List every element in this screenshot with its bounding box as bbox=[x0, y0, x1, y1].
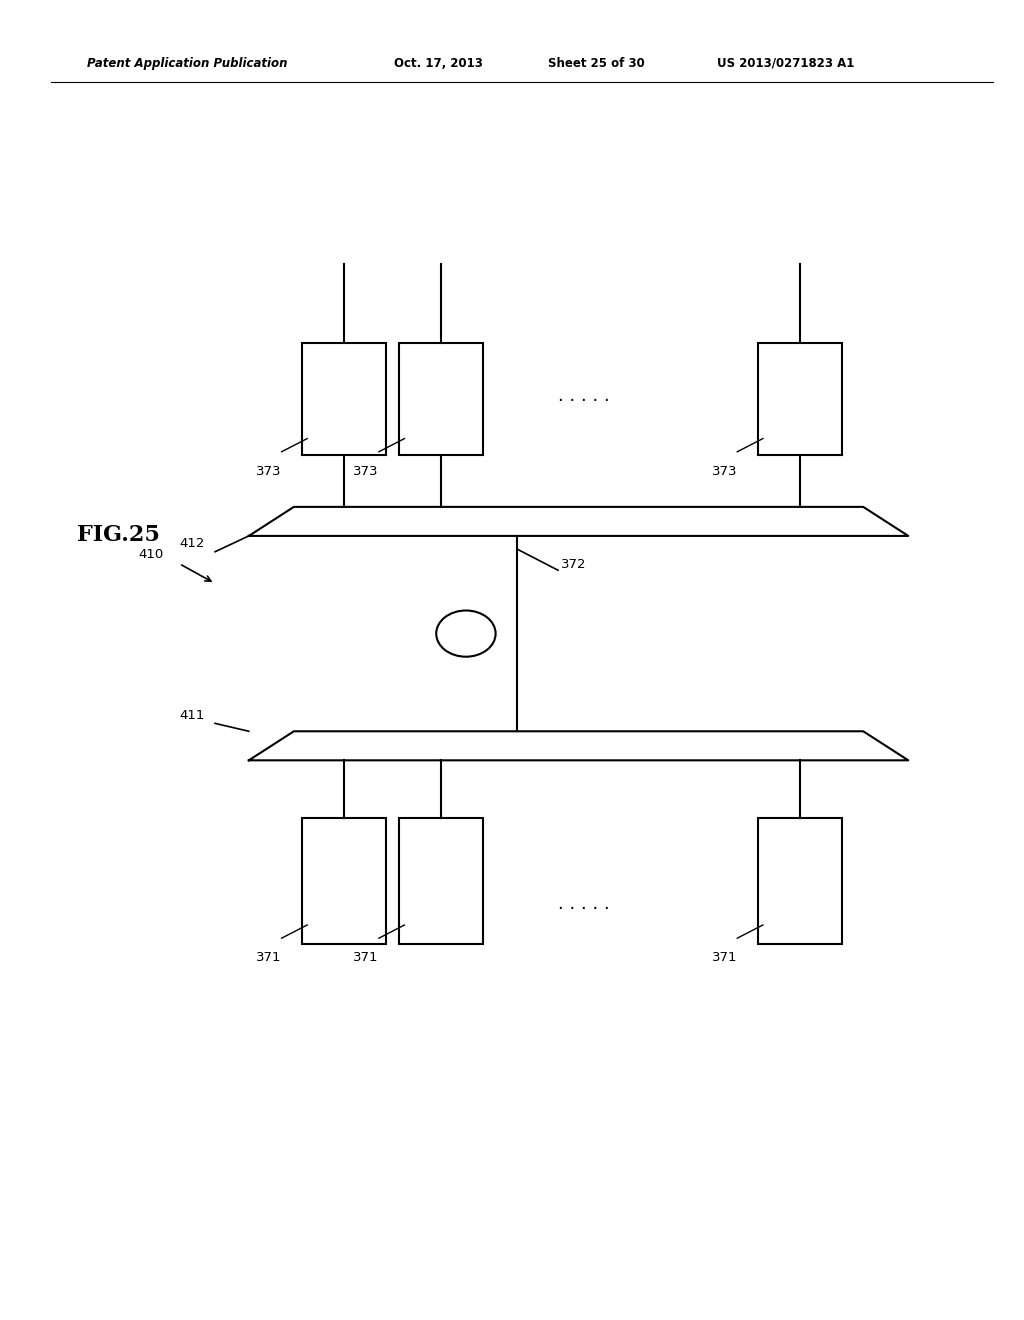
Text: . . . . .: . . . . . bbox=[558, 895, 609, 913]
Text: Oct. 17, 2013: Oct. 17, 2013 bbox=[394, 57, 483, 70]
Text: 371: 371 bbox=[256, 952, 282, 965]
Bar bbox=[302, 343, 386, 455]
Text: 411: 411 bbox=[179, 709, 205, 722]
Text: FIG.25: FIG.25 bbox=[77, 524, 160, 545]
Text: 371: 371 bbox=[353, 952, 379, 965]
Text: US 2013/0271823 A1: US 2013/0271823 A1 bbox=[717, 57, 854, 70]
Text: 373: 373 bbox=[353, 465, 379, 478]
Bar bbox=[758, 818, 842, 944]
Text: 373: 373 bbox=[256, 465, 282, 478]
Text: 412: 412 bbox=[179, 537, 205, 550]
Text: Patent Application Publication: Patent Application Publication bbox=[87, 57, 288, 70]
Bar bbox=[758, 343, 842, 455]
Text: 373: 373 bbox=[712, 465, 737, 478]
Text: . . . . .: . . . . . bbox=[558, 387, 609, 405]
Text: 410: 410 bbox=[138, 548, 164, 561]
Text: Sheet 25 of 30: Sheet 25 of 30 bbox=[548, 57, 644, 70]
Bar bbox=[399, 343, 483, 455]
Text: 371: 371 bbox=[712, 952, 737, 965]
Bar bbox=[302, 818, 386, 944]
Text: 372: 372 bbox=[561, 558, 587, 572]
Bar bbox=[399, 818, 483, 944]
